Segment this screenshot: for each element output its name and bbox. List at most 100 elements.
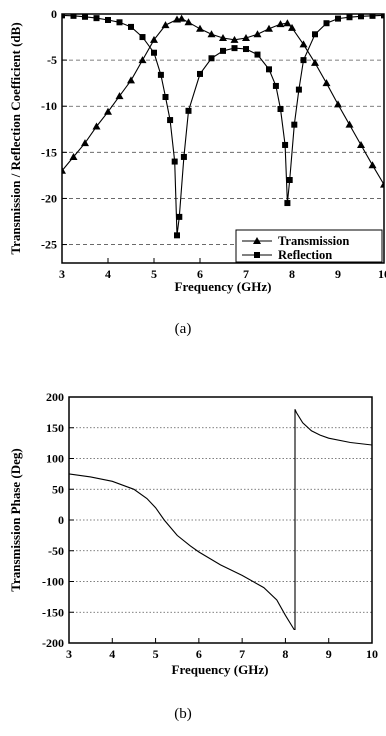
point-reflection <box>167 117 174 124</box>
point-reflection <box>139 34 146 41</box>
chart-b-grid <box>69 427 372 613</box>
y-tick-label: 0 <box>58 513 64 527</box>
point-reflection <box>335 15 341 22</box>
point-transmission <box>115 92 124 100</box>
point-reflection <box>174 232 180 239</box>
chart-a-ylabel: Transmission / Reflection Coefficient (d… <box>8 22 23 254</box>
point-reflection <box>180 153 187 160</box>
chart-a-xlabel: Frequency (GHz) <box>175 279 272 294</box>
x-tick-label: 9 <box>326 647 332 661</box>
point-reflection <box>284 200 291 207</box>
point-transmission <box>288 23 296 31</box>
chart-a: 0 -5 -10 -15 -20 -25 3 4 5 6 7 8 9 10 Frequency (GHz)… <box>8 7 386 337</box>
point-transmission <box>299 40 308 48</box>
chart-b-ylabel: Transmission Phase (Deg) <box>8 448 23 591</box>
point-reflection <box>176 213 183 220</box>
x-tick-label: 10 <box>366 647 378 661</box>
y-tick-label: -200 <box>42 636 64 650</box>
point-reflection <box>82 14 88 20</box>
point-reflection <box>277 105 284 112</box>
point-reflection <box>381 14 384 19</box>
x-tick-label: 7 <box>239 647 245 661</box>
point-reflection <box>116 19 123 26</box>
x-tick-label: 3 <box>59 267 65 281</box>
y-tick-label: 0 <box>51 7 57 21</box>
point-transmission <box>265 24 273 32</box>
legend-triangle-icon <box>253 237 261 244</box>
x-tick-label: 4 <box>109 647 115 661</box>
y-tick-label: -100 <box>42 575 64 589</box>
y-tick-label: -20 <box>41 191 57 205</box>
series-group <box>62 14 384 239</box>
point-transmission <box>150 35 158 43</box>
y-tick-label: -5 <box>47 53 57 67</box>
point-reflection <box>70 14 77 19</box>
x-tick-label: 7 <box>243 267 249 281</box>
caption-b: (b) <box>174 706 192 722</box>
y-tick-label: 100 <box>46 452 64 466</box>
point-transmission <box>283 19 292 27</box>
point-reflection <box>93 15 100 22</box>
point-reflection <box>295 86 302 93</box>
y-tick-label: -25 <box>41 238 57 252</box>
y-tick-label: -15 <box>41 145 57 159</box>
point-transmission <box>184 18 193 26</box>
chart-b-xlabel: Frequency (GHz) <box>172 662 269 677</box>
point-transmission <box>242 33 250 41</box>
caption-a: (a) <box>175 321 192 337</box>
y-tick-label: -150 <box>42 605 64 619</box>
point-transmission <box>345 120 354 128</box>
point-reflection <box>185 107 192 114</box>
point-reflection <box>62 14 65 19</box>
point-transmission <box>92 122 101 130</box>
point-reflection <box>358 14 364 20</box>
point-reflection <box>197 70 203 77</box>
point-transmission <box>161 21 170 29</box>
point-reflection <box>128 23 134 30</box>
legend-square-icon <box>254 252 260 258</box>
point-transmission <box>253 30 262 38</box>
point-transmission <box>81 139 89 147</box>
point-transmission <box>219 33 227 41</box>
point-reflection <box>346 14 353 21</box>
point-transmission <box>127 76 135 84</box>
point-reflection <box>312 31 318 38</box>
chart-a-grid <box>62 59 384 245</box>
y-tick-label: -10 <box>41 99 57 113</box>
x-tick-label: 9 <box>335 267 341 281</box>
y-tick-label: 50 <box>52 482 64 496</box>
point-reflection <box>105 16 111 23</box>
point-transmission <box>69 152 78 160</box>
point-reflection <box>157 71 164 78</box>
chart-a-series <box>62 14 384 239</box>
chart-b-series <box>69 409 372 631</box>
x-tick-label: 6 <box>197 267 203 281</box>
x-tick-label: 6 <box>196 647 202 661</box>
point-transmission <box>311 58 319 66</box>
x-tick-label: 3 <box>66 647 72 661</box>
point-transmission <box>334 100 342 108</box>
point-reflection <box>286 177 293 183</box>
point-reflection <box>282 141 289 148</box>
point-transmission <box>357 140 365 148</box>
point-transmission <box>177 14 186 22</box>
legend-transmission-label: Transmission <box>278 234 349 248</box>
point-reflection <box>231 45 238 52</box>
series-transmission-line <box>62 18 384 185</box>
legend-box <box>235 229 383 263</box>
point-reflection <box>254 51 261 58</box>
point-reflection <box>272 82 279 89</box>
point-reflection <box>208 55 215 62</box>
point-transmission <box>207 30 216 38</box>
point-transmission <box>230 35 239 43</box>
x-tick-label: 5 <box>151 267 157 281</box>
point-reflection <box>291 121 298 128</box>
point-transmission <box>276 20 285 28</box>
point-transmission <box>196 24 204 32</box>
point-reflection <box>243 46 249 53</box>
chart-a-legend: Transmission Reflection <box>235 229 383 263</box>
point-transmission <box>368 161 377 169</box>
